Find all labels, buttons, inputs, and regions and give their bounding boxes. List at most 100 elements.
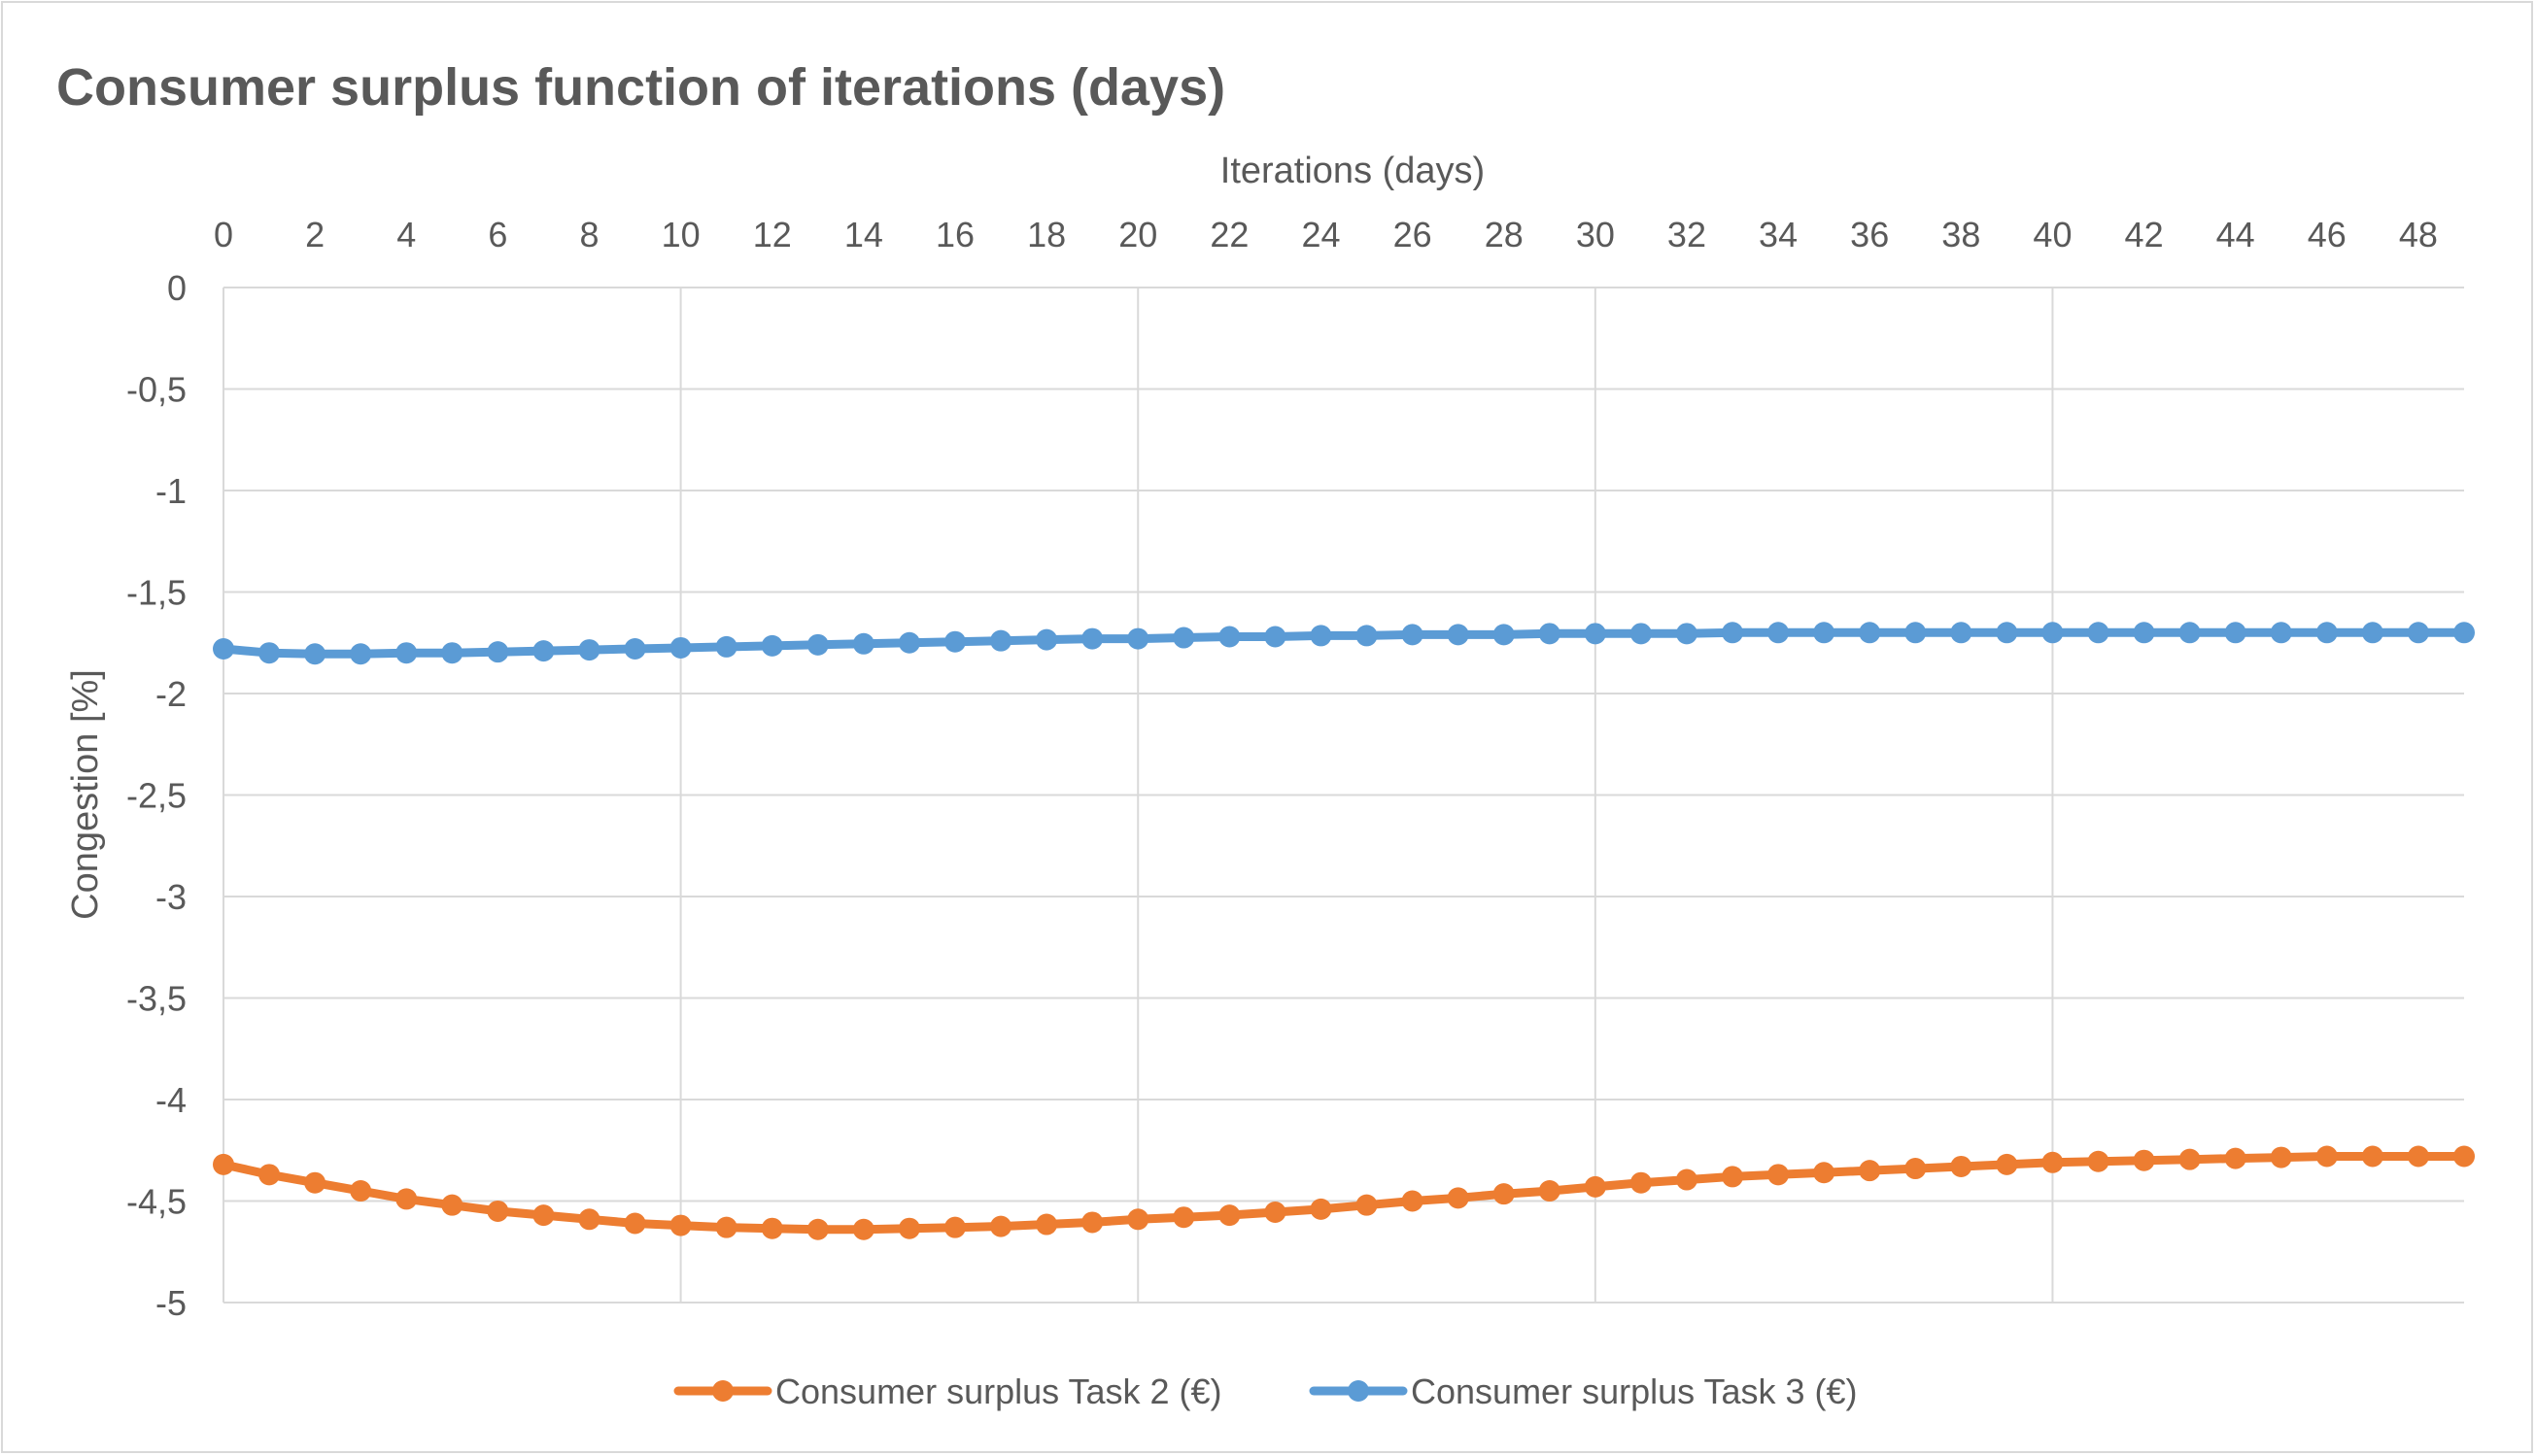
data-point [487,1200,509,1222]
data-point [258,642,281,664]
data-point [213,638,234,660]
x-tick-label: 4 [396,215,416,254]
data-point [532,640,555,662]
data-point [2087,1150,2109,1172]
data-point [395,642,418,664]
data-point [1996,1153,2018,1175]
data-point [1584,1175,1606,1198]
y-tick-label: -2 [155,674,187,714]
y-tick-label: -3,5 [126,979,187,1019]
data-point [1173,1206,1195,1229]
data-point [2361,622,2383,644]
data-point [395,1188,418,1210]
data-point [1218,626,1241,648]
data-point [2453,1145,2475,1168]
y-tick-label: -0,5 [126,370,187,410]
data-point [761,634,783,657]
y-tick-label: -2,5 [126,776,187,816]
data-point [2178,622,2201,644]
data-point [715,1216,737,1238]
data-point [1538,623,1560,645]
data-point [2270,622,2292,644]
data-point [852,632,874,655]
x-tick-label: 16 [936,215,975,254]
chart-title: Consumer surplus function of iterations … [56,58,1225,117]
y-tick-label: -5 [155,1283,187,1323]
data-point [350,1180,372,1202]
data-point [806,633,829,656]
x-tick-label: 2 [305,215,325,254]
data-point [1081,627,1104,650]
data-point [1538,1180,1560,1202]
data-point [761,1217,783,1239]
data-point [441,1194,463,1216]
y-tick-label: -4 [155,1080,187,1120]
y-tick-label: -4,5 [126,1182,187,1222]
data-point [2224,1147,2246,1169]
data-point [1950,622,1972,644]
data-point [715,635,737,658]
data-point [943,630,966,653]
data-point [1904,622,1927,644]
x-tick-label: 20 [1118,215,1157,254]
series-2 [213,622,2475,665]
data-point [1036,628,1058,651]
legend-label: Consumer surplus Task 3 (€) [1411,1371,1858,1411]
data-point [852,1218,874,1240]
data-point [1264,626,1286,648]
x-tick-label: 22 [1210,215,1249,254]
data-point [1629,623,1652,645]
data-point [669,636,692,659]
x-tick-label: 38 [1941,215,1980,254]
data-point [1447,624,1469,646]
y-axis-label: Congestion [%] [65,669,106,920]
data-point [1859,1160,1881,1182]
data-point [2361,1145,2383,1168]
legend-swatch-marker [712,1380,734,1402]
y-tick-label: -3 [155,877,187,917]
data-point [2315,1145,2338,1168]
x-tick-label: 30 [1576,215,1615,254]
data-point [1127,627,1149,650]
data-point [1767,1164,1790,1186]
data-point [2453,622,2475,644]
y-tick-labels: 0 -0,5 -1 -1,5 -2 -2,5 -3 -3,5 -4 -4,5 -5 [126,268,187,1323]
data-point [1722,1166,1744,1188]
legend-item-1: Consumer surplus Task 2 (€) [673,1371,1222,1411]
x-tick-label: 44 [2216,215,2255,254]
x-tick-label: 46 [2308,215,2347,254]
gridlines [223,287,2464,1304]
data-point [1401,1190,1423,1212]
y-tick-label: -1,5 [126,573,187,613]
data-point [2133,622,2155,644]
data-point [1127,1208,1149,1231]
x-tick-label: 26 [1393,215,1432,254]
data-point [2407,1145,2429,1168]
x-tick-label: 12 [753,215,792,254]
x-tick-label: 8 [579,215,599,254]
data-point [1722,622,1744,644]
y-tick-label: -1 [155,471,187,511]
y-tick-label: 0 [167,268,187,308]
x-tick-label: 42 [2125,215,2164,254]
data-point [304,1171,326,1194]
data-point [2178,1148,2201,1170]
x-tick-label: 0 [214,215,233,254]
legend: Consumer surplus Task 2 (€) Consumer surp… [673,1371,1858,1411]
data-point [1492,624,1515,646]
data-point [1310,625,1332,647]
data-point [1036,1213,1058,1236]
x-tick-label: 10 [662,215,701,254]
data-point [2133,1149,2155,1171]
data-point [487,641,509,663]
data-point [1767,622,1790,644]
x-tick-label: 28 [1485,215,1524,254]
legend-item-2: Consumer surplus Task 3 (€) [1309,1371,1858,1411]
data-point [2041,622,2064,644]
data-point [2315,622,2338,644]
series-1 [213,1145,2475,1240]
data-point [1859,622,1881,644]
data-point [532,1204,555,1227]
data-point [1492,1183,1515,1205]
